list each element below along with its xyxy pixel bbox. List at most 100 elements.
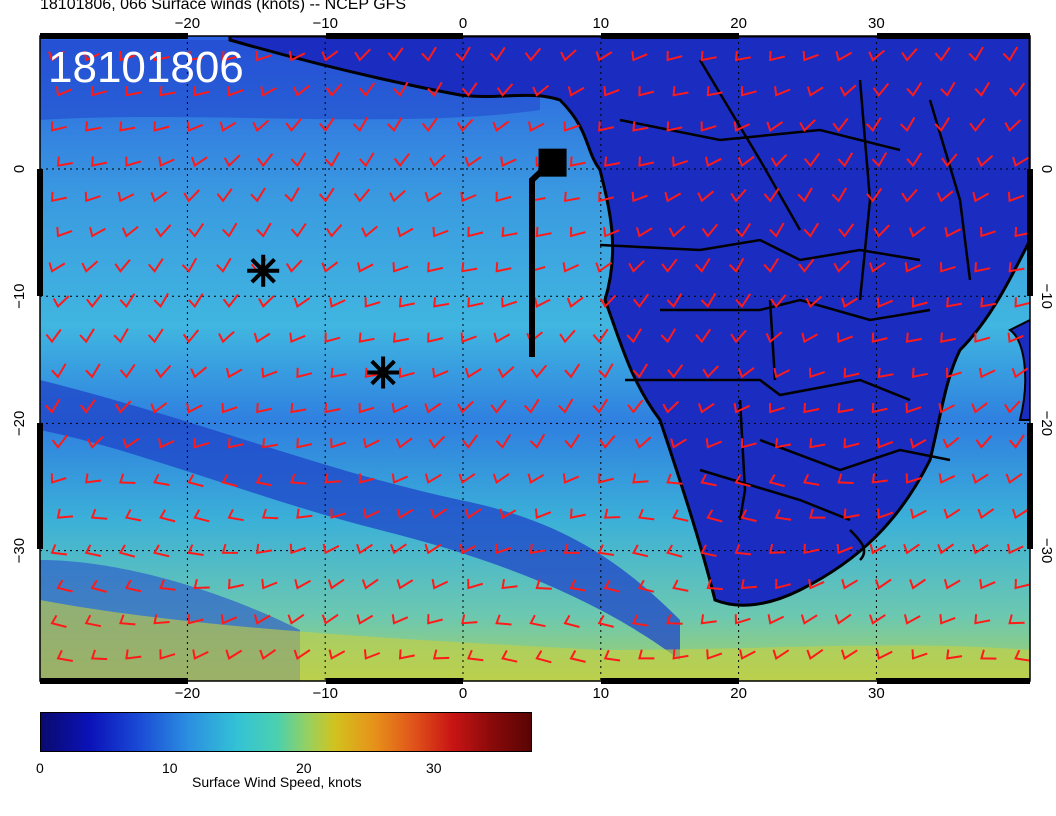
wind-barb bbox=[427, 332, 444, 343]
wind-barb bbox=[1008, 614, 1025, 625]
wind-barb bbox=[534, 508, 552, 520]
wind-barb bbox=[1007, 191, 1025, 203]
wind-barb bbox=[398, 367, 415, 379]
wind-barb bbox=[354, 48, 371, 62]
wind-barb bbox=[358, 332, 375, 343]
wind-barb bbox=[187, 293, 204, 309]
colorbar bbox=[40, 712, 532, 752]
wind-barb bbox=[79, 399, 96, 414]
wind-barb bbox=[843, 438, 860, 449]
wind-barb bbox=[946, 367, 962, 379]
wind-barb bbox=[705, 438, 723, 449]
wind-barb bbox=[535, 650, 552, 664]
wind-barb bbox=[871, 402, 888, 414]
wind-barb bbox=[358, 152, 375, 168]
wind-barb bbox=[971, 543, 989, 555]
wind-barb bbox=[872, 82, 890, 97]
wind-barb bbox=[327, 578, 345, 590]
wind-barb bbox=[50, 544, 68, 556]
wind-barb bbox=[329, 297, 346, 308]
wind-barb bbox=[188, 223, 205, 238]
wind-barb bbox=[740, 579, 757, 590]
wind-barb bbox=[672, 649, 689, 660]
wind-barb bbox=[772, 649, 790, 660]
wind-barb bbox=[119, 363, 136, 379]
wind-barb bbox=[119, 121, 136, 132]
wind-barb bbox=[569, 650, 586, 663]
wind-barb bbox=[122, 437, 140, 449]
lon-tick-label: 10 bbox=[592, 15, 609, 32]
wind-barb bbox=[701, 223, 719, 238]
wind-barb bbox=[632, 363, 649, 379]
wind-barb bbox=[321, 50, 339, 62]
wind-barb bbox=[603, 226, 620, 238]
wind-barb bbox=[706, 649, 723, 660]
wind-barb bbox=[501, 650, 518, 663]
wind-barb bbox=[48, 50, 65, 62]
wind-barb bbox=[501, 226, 518, 238]
wind-barb bbox=[285, 118, 302, 133]
wind-barb bbox=[424, 473, 442, 484]
wind-barb bbox=[763, 187, 780, 203]
wind-barb bbox=[805, 295, 823, 309]
wind-barb bbox=[353, 188, 371, 203]
colorbar-tick: 10 bbox=[162, 760, 178, 776]
wind-barb bbox=[395, 437, 413, 449]
wind-barb bbox=[460, 332, 477, 343]
wind-barb bbox=[535, 226, 552, 238]
wind-barb bbox=[700, 50, 717, 62]
wind-barb bbox=[221, 50, 238, 62]
wind-barb bbox=[562, 473, 580, 484]
wind-barb bbox=[631, 614, 649, 627]
wind-barb bbox=[467, 297, 484, 308]
wind-barb bbox=[667, 364, 684, 379]
wind-barb bbox=[258, 295, 275, 309]
wind-barb bbox=[1007, 332, 1024, 344]
wind-barb bbox=[666, 614, 683, 625]
wind-barb bbox=[527, 473, 545, 484]
wind-barb bbox=[627, 399, 644, 414]
wind-barb bbox=[490, 399, 507, 414]
wind-barb bbox=[187, 614, 204, 625]
wind-barb bbox=[869, 614, 886, 625]
wind-barb bbox=[432, 367, 449, 379]
wind-barb bbox=[501, 578, 518, 590]
wind-barb bbox=[293, 297, 311, 308]
wind-barb bbox=[969, 117, 986, 133]
wind-barb bbox=[876, 649, 893, 660]
wind-barb bbox=[980, 297, 997, 308]
wind-barb bbox=[328, 649, 346, 660]
wind-barb bbox=[322, 543, 340, 555]
wind-barb bbox=[672, 86, 689, 97]
wind-barb bbox=[253, 332, 271, 344]
wind-barb bbox=[734, 544, 752, 556]
wind-barb bbox=[461, 262, 478, 273]
wind-barb bbox=[908, 226, 926, 238]
wind-barb bbox=[740, 86, 757, 97]
wind-barb bbox=[492, 120, 510, 132]
wind-barb bbox=[670, 438, 687, 449]
wind-barb bbox=[216, 188, 233, 203]
madagascar bbox=[1008, 318, 1030, 421]
wind-barb bbox=[497, 366, 515, 379]
wind-barb bbox=[637, 579, 655, 593]
lat-tick-label: −20 bbox=[1038, 411, 1055, 436]
wind-barb bbox=[287, 613, 305, 625]
wind-barb bbox=[318, 117, 335, 133]
wind-barb bbox=[467, 578, 484, 590]
wind-barb bbox=[153, 544, 170, 558]
wind-barb bbox=[153, 50, 170, 62]
wind-barb bbox=[158, 156, 175, 168]
wind-barb bbox=[971, 402, 988, 414]
wind-barb bbox=[321, 613, 339, 625]
wind-barb bbox=[592, 328, 609, 344]
lon-tick-label: 20 bbox=[730, 685, 747, 702]
wind-barb bbox=[428, 435, 446, 449]
slow-wind-band bbox=[40, 380, 680, 660]
wind-barb bbox=[906, 152, 923, 168]
wind-barb bbox=[598, 191, 615, 203]
wind-barb bbox=[735, 293, 752, 309]
wind-barb bbox=[154, 224, 172, 238]
wind-barb bbox=[631, 50, 648, 62]
